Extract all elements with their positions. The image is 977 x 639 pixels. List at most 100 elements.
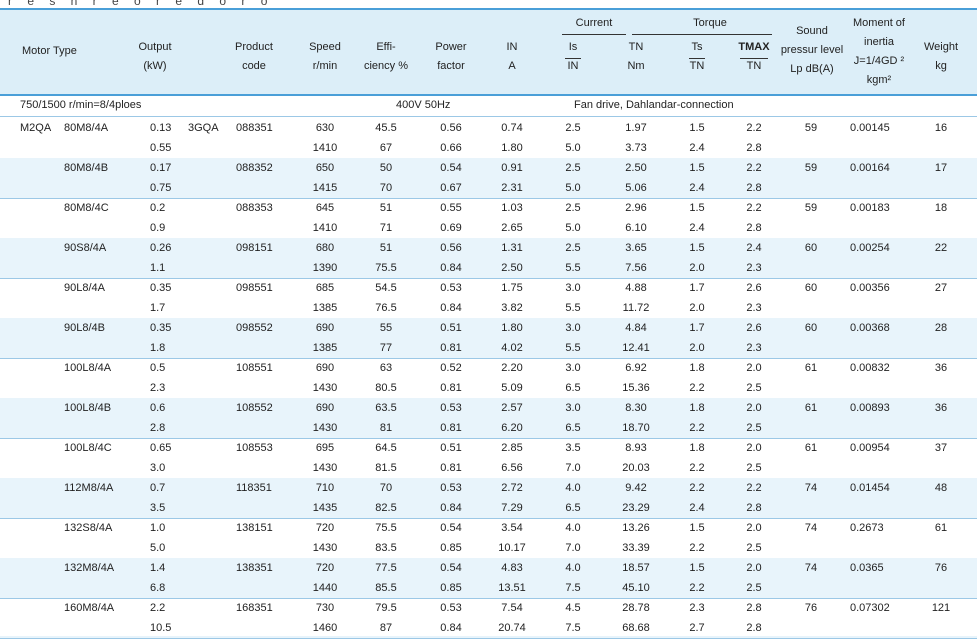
- cell-in: 6.20: [501, 422, 523, 434]
- cell-is: 7.5: [565, 622, 581, 634]
- cell-type: 160M8/4A: [64, 602, 115, 614]
- cell-pf: 0.69: [440, 222, 462, 234]
- cell-j: 0.00954: [850, 442, 890, 454]
- cell-is: 3.0: [565, 362, 581, 374]
- cell-tmax: 2.8: [746, 602, 762, 614]
- cell-j: 0.00368: [850, 322, 890, 334]
- cell-kg: 36: [934, 362, 948, 374]
- cell-in: 7.29: [501, 502, 523, 514]
- cell-in: 10.17: [498, 542, 526, 554]
- cell-out: 0.6: [150, 402, 166, 414]
- cell-out: 2.8: [150, 422, 166, 434]
- cell-j: 0.00893: [850, 402, 890, 414]
- cell-ts: 2.2: [689, 582, 705, 594]
- cell-speed: 690: [315, 322, 335, 334]
- cell-out: 2.3: [150, 382, 166, 394]
- cell-out: 10.5: [150, 622, 172, 634]
- cell-is: 6.5: [565, 422, 581, 434]
- cell-eff: 70: [379, 482, 393, 494]
- cell-kg: 36: [934, 402, 948, 414]
- tmax-tn-fraction-bar: [740, 58, 768, 59]
- cell-out: 1.7: [150, 302, 166, 314]
- cell-code: 108553: [236, 442, 273, 454]
- cell-pf: 0.51: [440, 322, 462, 334]
- torque-group-rule: [632, 34, 772, 35]
- cell-tmax: 2.6: [746, 322, 762, 334]
- cell-j: 0.00832: [850, 362, 890, 374]
- cell-type: 100L8/4B: [64, 402, 112, 414]
- cell-eff: 76.5: [375, 302, 397, 314]
- header-power-factor: Power factor: [435, 41, 467, 72]
- cell-type: 90L8/4B: [64, 322, 105, 334]
- cell-tmax: 2.4: [746, 242, 762, 254]
- cell-pf: 0.85: [440, 542, 462, 554]
- cell-ts: 2.0: [689, 302, 705, 314]
- cell-tn: 2.50: [625, 162, 647, 174]
- table-row: M2QA 80M8/4A 0.13 0.55 3GQA 088351 630 1410 45.5…: [0, 118, 977, 159]
- cell-pf: 0.51: [440, 442, 462, 454]
- cell-j: 0.01454: [850, 482, 890, 494]
- cell-ts: 1.8: [689, 362, 705, 374]
- cell-pf: 0.67: [440, 182, 462, 194]
- cell-ts: 2.2: [689, 462, 705, 474]
- cell-pf: 0.81: [440, 382, 462, 394]
- cell-in: 3.54: [501, 522, 523, 534]
- header-in: IN A: [506, 41, 518, 72]
- cell-code: 108552: [236, 402, 273, 414]
- cell-kg: 17: [934, 162, 948, 174]
- cell-tn: 6.92: [625, 362, 647, 374]
- cell-tn: 68.68: [622, 622, 650, 634]
- cell-is: 3.0: [565, 322, 581, 334]
- table-row: 100L8/4A 0.5 2.3 108551 690 1430 63 80.5 0.52 0.8…: [0, 358, 977, 399]
- cell-in: 7.54: [501, 602, 523, 614]
- cell-j: 0.2673: [850, 522, 884, 534]
- cell-tn: 6.10: [625, 222, 647, 234]
- cell-code: 098551: [236, 282, 273, 294]
- cell-tmax: 2.2: [746, 122, 762, 134]
- cell-tmax: 2.3: [746, 262, 762, 274]
- cell-type: 112M8/4A: [64, 482, 114, 494]
- cell-out: 0.5: [150, 362, 166, 374]
- cell-tmax: 2.2: [746, 482, 762, 494]
- cell-eff: 64.5: [375, 442, 397, 454]
- cell-ts: 1.8: [689, 442, 705, 454]
- cell-speed: 1385: [312, 302, 338, 314]
- cell-is: 4.0: [565, 562, 581, 574]
- cell-tn: 4.84: [625, 322, 647, 334]
- cell-tn: 7.56: [625, 262, 647, 274]
- bottom-strip: [0, 636, 977, 638]
- cell-tn: 9.42: [625, 482, 647, 494]
- cell-speed: 1440: [312, 582, 338, 594]
- cell-ts: 2.2: [689, 482, 705, 494]
- cell-ts: 1.7: [689, 322, 705, 334]
- header-output: Output (kW): [138, 41, 172, 72]
- condition-speeds: 750/1500 r/min=8/4ploes: [20, 99, 142, 111]
- cell-in: 2.50: [501, 262, 523, 274]
- cell-out: 1.4: [150, 562, 166, 574]
- cell-pf: 0.53: [440, 482, 462, 494]
- cell-in: 1.03: [501, 202, 523, 214]
- cell-code: 088352: [236, 162, 273, 174]
- cell-kg: 76: [934, 562, 948, 574]
- header-tmax-tn: TMAX TN: [738, 41, 770, 72]
- cell-ts: 1.7: [689, 282, 705, 294]
- header-current-group: Current: [575, 17, 613, 29]
- cell-tmax: 2.2: [746, 202, 762, 214]
- cell-kg: 16: [934, 122, 948, 134]
- table-row: 132M8/4A 1.4 6.8 138351 720 1440 77.5 85.5 0.54 0…: [0, 558, 977, 599]
- cell-pf: 0.85: [440, 582, 462, 594]
- cell-out: 0.7: [150, 482, 166, 494]
- cell-tn: 28.78: [622, 602, 650, 614]
- cell-speed: 630: [315, 122, 335, 134]
- cell-type: 132S8/4A: [64, 522, 113, 534]
- cell-pf: 0.81: [440, 462, 462, 474]
- cell-eff: 83.5: [375, 542, 397, 554]
- cell-tmax: 2.3: [746, 302, 762, 314]
- cell-is: 2.5: [565, 122, 581, 134]
- cell-tn: 23.29: [622, 502, 650, 514]
- cell-code: 098552: [236, 322, 273, 334]
- cell-eff: 51: [379, 242, 393, 254]
- cell-lp: 74: [804, 562, 818, 574]
- cell-type: 80M8/4B: [64, 162, 109, 174]
- cell-j: 0.00183: [850, 202, 890, 214]
